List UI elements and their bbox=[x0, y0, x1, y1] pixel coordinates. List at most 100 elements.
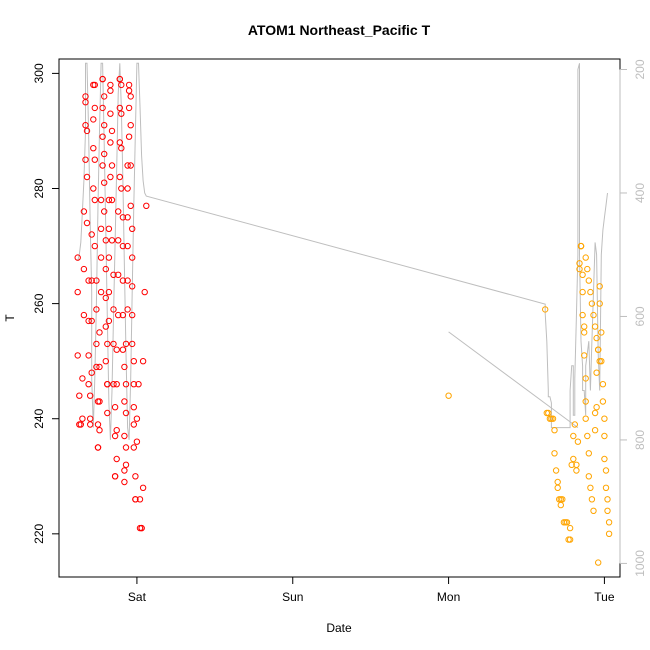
data-point bbox=[108, 196, 116, 204]
data-point bbox=[115, 311, 122, 319]
data-point bbox=[577, 242, 585, 250]
data-point bbox=[122, 409, 130, 417]
y2-tick-label: 600 bbox=[633, 306, 647, 326]
data-point bbox=[604, 507, 611, 514]
data-point bbox=[118, 81, 125, 89]
data-point bbox=[588, 496, 596, 503]
data-point bbox=[79, 375, 86, 382]
data-point bbox=[125, 81, 133, 89]
data-point bbox=[88, 369, 95, 376]
data-point bbox=[585, 473, 592, 480]
data-point bbox=[593, 369, 600, 376]
data-point bbox=[135, 381, 142, 388]
data-point bbox=[79, 415, 86, 422]
data-point bbox=[99, 162, 106, 169]
y2-tick-label: 800 bbox=[633, 430, 647, 450]
data-point bbox=[581, 329, 588, 336]
data-point bbox=[599, 398, 607, 405]
data-point bbox=[579, 311, 586, 319]
data-point bbox=[127, 122, 134, 129]
data-point bbox=[99, 133, 106, 140]
x-axis-label: Date bbox=[326, 621, 352, 635]
x-tick-label: Sun bbox=[282, 590, 303, 604]
data-point bbox=[124, 242, 131, 250]
y-axis: 220 240 260 280 300 bbox=[32, 63, 60, 544]
data-point bbox=[130, 404, 138, 411]
data-point bbox=[119, 346, 127, 353]
data-point bbox=[102, 265, 110, 273]
data-point bbox=[573, 461, 580, 468]
data-point bbox=[124, 277, 131, 284]
data-point bbox=[83, 173, 91, 181]
data-point bbox=[582, 398, 589, 405]
data-point bbox=[107, 173, 114, 181]
data-point bbox=[93, 306, 100, 313]
data-point bbox=[588, 300, 596, 307]
data-point bbox=[104, 409, 111, 417]
data-point bbox=[129, 283, 136, 290]
data-point bbox=[107, 110, 114, 117]
data-point bbox=[93, 363, 100, 371]
data-point bbox=[80, 208, 88, 215]
data-point bbox=[113, 346, 120, 353]
data-point bbox=[74, 288, 81, 296]
data-point bbox=[576, 260, 583, 267]
data-point bbox=[85, 352, 92, 359]
data-point bbox=[97, 254, 105, 261]
data-point bbox=[91, 242, 99, 250]
y-tick-label: 300 bbox=[32, 63, 46, 83]
data-point bbox=[91, 196, 99, 204]
data-point bbox=[138, 524, 145, 532]
data-point bbox=[582, 254, 589, 261]
data-point bbox=[584, 265, 591, 273]
data-point bbox=[129, 225, 136, 233]
data-point bbox=[602, 484, 610, 491]
data-point bbox=[83, 127, 91, 135]
data-point bbox=[74, 352, 81, 359]
data-point bbox=[127, 93, 134, 100]
data-point bbox=[94, 421, 102, 428]
data-point bbox=[581, 323, 588, 330]
data-point bbox=[133, 415, 141, 422]
data-point bbox=[130, 444, 138, 451]
data-point bbox=[108, 237, 116, 244]
data-point bbox=[139, 484, 147, 491]
data-point bbox=[127, 202, 134, 210]
data-point bbox=[143, 202, 150, 210]
data-point bbox=[91, 81, 99, 89]
data-point bbox=[91, 156, 99, 163]
data-point bbox=[107, 81, 114, 89]
data-point bbox=[590, 311, 597, 319]
data-point bbox=[596, 358, 603, 365]
data-point bbox=[129, 254, 136, 261]
data-point bbox=[102, 323, 110, 330]
x-tick-label: Sat bbox=[128, 590, 147, 604]
data-point bbox=[88, 231, 95, 238]
data-point bbox=[118, 110, 125, 117]
data-point bbox=[87, 421, 94, 428]
data-point bbox=[122, 444, 130, 451]
data-point bbox=[119, 277, 127, 284]
data-point bbox=[129, 340, 136, 348]
data-point bbox=[113, 381, 120, 388]
data-point bbox=[599, 381, 607, 388]
data-point bbox=[601, 455, 608, 463]
data-point bbox=[585, 277, 592, 284]
data-point bbox=[591, 323, 599, 330]
data-point bbox=[101, 150, 108, 158]
data-point bbox=[570, 455, 577, 463]
data-point bbox=[121, 467, 128, 474]
data-point bbox=[116, 139, 124, 146]
data-point bbox=[99, 104, 106, 112]
data-point bbox=[97, 288, 105, 296]
data-point bbox=[124, 162, 131, 169]
data-point bbox=[74, 254, 81, 261]
data-point bbox=[125, 104, 133, 112]
data-point bbox=[121, 478, 128, 486]
data-point bbox=[76, 392, 83, 399]
data-point bbox=[118, 145, 125, 152]
data-point bbox=[94, 444, 102, 451]
data-point bbox=[90, 116, 97, 123]
data-point bbox=[116, 104, 124, 112]
